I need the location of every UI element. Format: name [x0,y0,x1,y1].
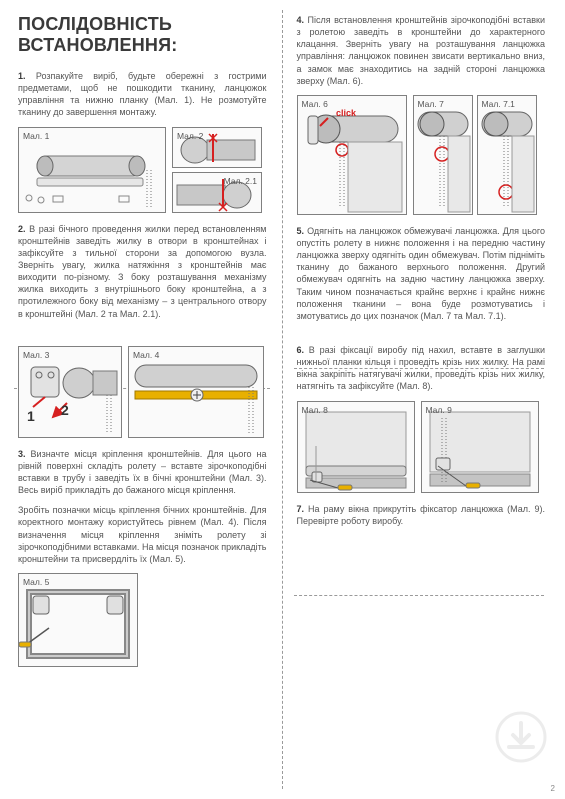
fig-row-1: Мал. 1 Мал. 2 [18,127,267,213]
figure-2-1: Мал. 2.1 [172,172,262,213]
step-6-body: В разі фіксації виробу під нахил, вставт… [297,345,546,391]
step-6-text: 6. В разі фіксації виробу під нахил, вст… [297,344,546,393]
step-2-text: 2. В разі бічного проведення жилки перед… [18,223,267,320]
fig-row-3: Мал. 5 [18,573,267,667]
left-column: ПОСЛІДОВНІСТЬ ВСТАНОВЛЕННЯ: 1. Розпакуйт… [0,0,283,799]
figure-1-label: Мал. 1 [23,131,49,141]
watermark-icon [495,711,547,763]
figure-4: Мал. 4 [128,346,264,438]
figure-8-label: Мал. 8 [302,405,328,415]
step-1-body: Розпакуйте виріб, будьте обережні з гост… [18,71,267,117]
figure-7: Мал. 7 [413,95,473,215]
page-number: 2 [551,784,555,793]
step-7-text: 7. На раму вікна прикрутіть фіксатор лан… [297,503,546,527]
figure-9: Мал. 9 [421,401,539,493]
right-column: 4. Після встановлення кронштейнів зірочк… [283,0,565,799]
figure-7-label: Мал. 7 [418,99,444,109]
step-3b-text: Зробіть позначки місць кріплення бічних … [18,504,267,565]
step-4-text: 4. Після встановлення кронштейнів зірочк… [297,14,546,87]
svg-text:1: 1 [27,408,35,424]
fig-row-2: Мал. 3 1 2 Мал. 4 [18,346,267,438]
step-7-body: На раму вікна прикрутіть фіксатор ланцюж… [297,504,546,526]
figure-8: Мал. 8 [297,401,415,493]
step-5-text: 5. Одягніть на ланцюжок обмежувачі ланцю… [297,225,546,322]
figure-2-1-label: Мал. 2.1 [224,176,257,186]
figure-6: Мал. 6 click [297,95,407,215]
step-2-body: В разі бічного проведення жилки перед вс… [18,224,267,319]
fig-row-5: Мал. 8 Мал. 9 [297,401,546,493]
figure-5: Мал. 5 [18,573,138,667]
figure-1: Мал. 1 [18,127,166,213]
figure-6-label: Мал. 6 [302,99,328,109]
figure-4-label: Мал. 4 [133,350,159,360]
figure-7-1-label: Мал. 7.1 [482,99,515,109]
figure-2-label: Мал. 2 [177,131,203,141]
step-5-body: Одягніть на ланцюжок обмежувачі ланцюжка… [297,226,546,321]
figure-7-1: Мал. 7.1 [477,95,537,215]
page-container: ПОСЛІДОВНІСТЬ ВСТАНОВЛЕННЯ: 1. Розпакуйт… [0,0,565,799]
step-3a-body: Визначте місця кріплення кронштейнів. Дл… [18,449,267,495]
page-title: ПОСЛІДОВНІСТЬ ВСТАНОВЛЕННЯ: [18,14,267,56]
figure-9-label: Мал. 9 [426,405,452,415]
svg-text:2: 2 [61,402,69,418]
fig-row-4: Мал. 6 click Мал. 7 [297,95,546,215]
step-1-text: 1. Розпакуйте виріб, будьте обережні з г… [18,70,267,119]
figure-5-label: Мал. 5 [23,577,49,587]
figure-3-label: Мал. 3 [23,350,49,360]
step-3a-text: 3. Визначте місця кріплення кронштейнів.… [18,448,267,497]
figure-2: Мал. 2 [172,127,262,168]
svg-text:click: click [336,108,357,118]
step-4-body: Після встановлення кронштейнів зірочкопо… [297,15,546,86]
figure-3: Мал. 3 1 2 [18,346,122,438]
step-3b-body: Зробіть позначки місць кріплення бічних … [18,505,267,564]
